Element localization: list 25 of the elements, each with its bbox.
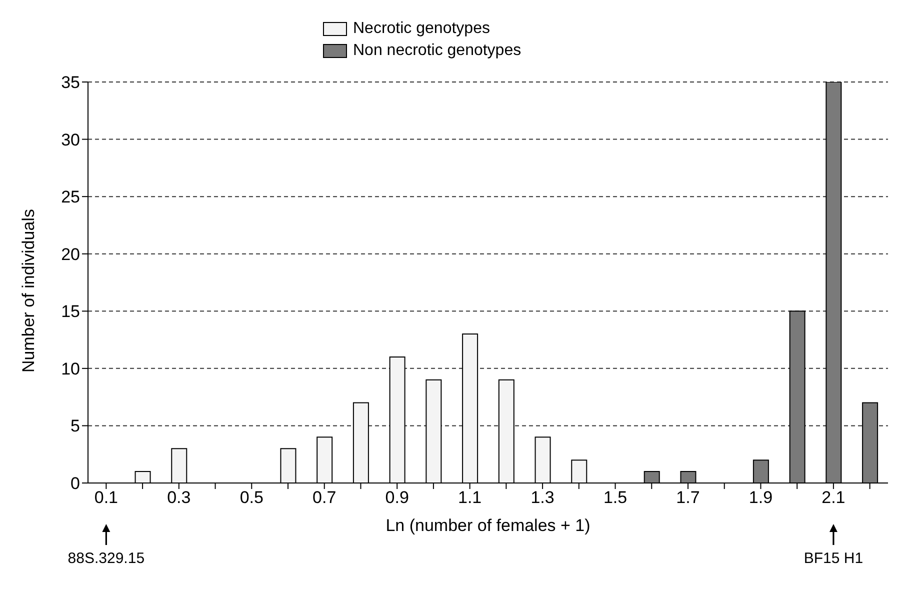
y-tick-label: 10 xyxy=(61,359,80,378)
y-tick-label: 30 xyxy=(61,130,80,150)
legend-label: Necrotic genotypes xyxy=(353,20,490,38)
x-tick-label: 0.7 xyxy=(312,488,336,508)
x-tick-label: 1.7 xyxy=(676,488,700,508)
y-axis-title: Number of individuals xyxy=(19,209,38,372)
text: 88S.329.15 xyxy=(68,550,145,567)
y-tick-label: 20 xyxy=(61,244,80,264)
y-tick-label: 0 xyxy=(70,474,80,494)
y-tick-label: 25 xyxy=(61,188,80,207)
legend-label: Non necrotic genotypes xyxy=(353,42,522,60)
text: BF15 H1 xyxy=(804,550,864,567)
x-tick-label: 2.1 xyxy=(822,488,846,508)
x-tick-label: 0.5 xyxy=(240,488,264,508)
x-axis-title: Ln (number of females + 1) xyxy=(386,516,590,535)
x-tick-label: 1.3 xyxy=(530,488,554,508)
x-tick-label: 1.1 xyxy=(458,488,482,508)
x-tick-label: 1.5 xyxy=(603,488,628,508)
x-tick-label: 0.1 xyxy=(94,488,118,508)
x-tick-label: 1.9 xyxy=(748,488,773,508)
y-tick-label: 5 xyxy=(70,416,80,436)
x-tick-label: 0.3 xyxy=(167,488,191,508)
x-tick-label: 0.9 xyxy=(385,488,409,508)
y-tick-label: 15 xyxy=(61,302,80,322)
y-tick-label: 35 xyxy=(61,73,80,92)
